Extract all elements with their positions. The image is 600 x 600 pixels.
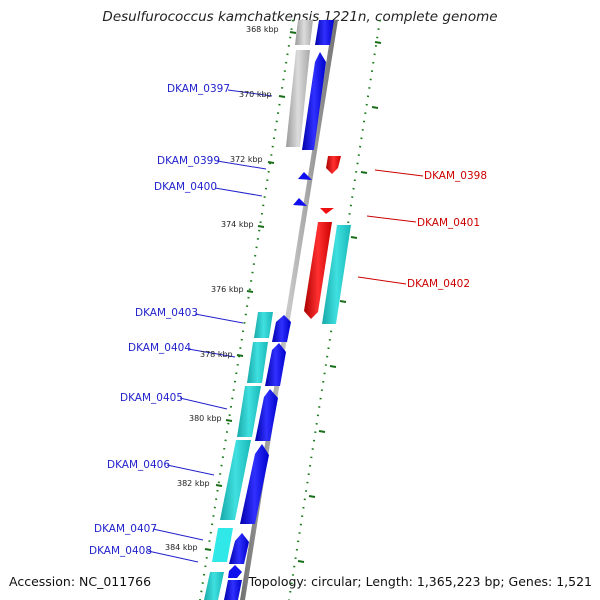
cds-arrow-0404[interactable] <box>265 343 286 386</box>
reverse-leader-lines <box>357 169 424 285</box>
rna-feature-0407 <box>212 528 233 562</box>
tick-label: 368 kbp <box>246 25 279 34</box>
cds-arrow-0406[interactable] <box>240 444 269 524</box>
tick-label: 372 kbp <box>230 155 263 164</box>
tick-label: 376 kbp <box>211 285 244 294</box>
cds-arrow-0407[interactable] <box>229 533 249 564</box>
gene-label-0408: DKAM_0408 <box>89 545 152 557</box>
gene-label-0407: DKAM_0407 <box>94 523 157 535</box>
rna-feature-0403 <box>254 312 273 338</box>
right-tick-marks <box>297 41 382 563</box>
tick-labels: 368 kbp 370 kbp 372 kbp 374 kbp 376 kbp … <box>165 25 279 552</box>
cds-arrow-0402[interactable] <box>304 222 332 319</box>
left-tick-marks <box>204 31 297 551</box>
rna-feature-0406 <box>220 440 251 520</box>
gene-label-0399: DKAM_0399 <box>157 155 220 167</box>
rna-feature-0405 <box>237 386 261 437</box>
forward-gene-labels[interactable]: DKAM_0397 DKAM_0399 DKAM_0400 DKAM_0403 … <box>89 83 230 557</box>
gene-label-0404: DKAM_0404 <box>128 342 191 354</box>
tick-label: 374 kbp <box>221 220 254 229</box>
tick-label: 384 kbp <box>165 543 198 552</box>
rna-feature-top <box>295 20 313 45</box>
cds-arrow-0398[interactable] <box>326 156 341 174</box>
gene-label-0405: DKAM_0405 <box>120 392 183 404</box>
gene-label-0401: DKAM_0401 <box>417 217 480 229</box>
tick-label: 380 kbp <box>189 414 222 423</box>
cds-arrow-0397[interactable] <box>302 52 326 150</box>
reverse-gene-labels[interactable]: DKAM_0398 DKAM_0401 DKAM_0402 <box>407 170 487 290</box>
genome-title: Desulfurococcus kamchatkensis 1221n, com… <box>102 9 498 25</box>
gene-label-0397: DKAM_0397 <box>167 83 230 95</box>
cds-feature-top <box>315 20 334 45</box>
cds-arrow-0400[interactable] <box>293 198 307 206</box>
tick-label: 378 kbp <box>200 350 233 359</box>
forward-leader-lines <box>147 89 273 563</box>
gene-label-0400: DKAM_0400 <box>154 181 217 193</box>
cds-arrow-0399[interactable] <box>298 172 312 180</box>
cds-arrow-0403[interactable] <box>272 315 291 342</box>
rna-feature-0402 <box>322 225 351 324</box>
rna-feature-0404 <box>247 342 268 383</box>
gene-label-0406: DKAM_0406 <box>107 459 170 471</box>
tick-label: 370 kbp <box>239 90 272 99</box>
rna-feature-0397 <box>286 50 310 147</box>
tick-label: 382 kbp <box>177 479 210 488</box>
cds-arrow-0401[interactable] <box>320 208 334 214</box>
cds-arrow-0408[interactable] <box>228 565 242 578</box>
cds-arrow-0405[interactable] <box>255 389 278 441</box>
cds-feature-bottom <box>224 580 242 600</box>
rna-feature-bottom <box>204 572 224 600</box>
gene-label-0402: DKAM_0402 <box>407 278 470 290</box>
topology-label: Topology: circular; Length: 1,365,223 bp… <box>248 574 592 589</box>
gene-label-0403: DKAM_0403 <box>135 307 198 319</box>
accession-label: Accession: NC_011766 <box>9 574 152 589</box>
gene-label-0398: DKAM_0398 <box>424 170 487 182</box>
